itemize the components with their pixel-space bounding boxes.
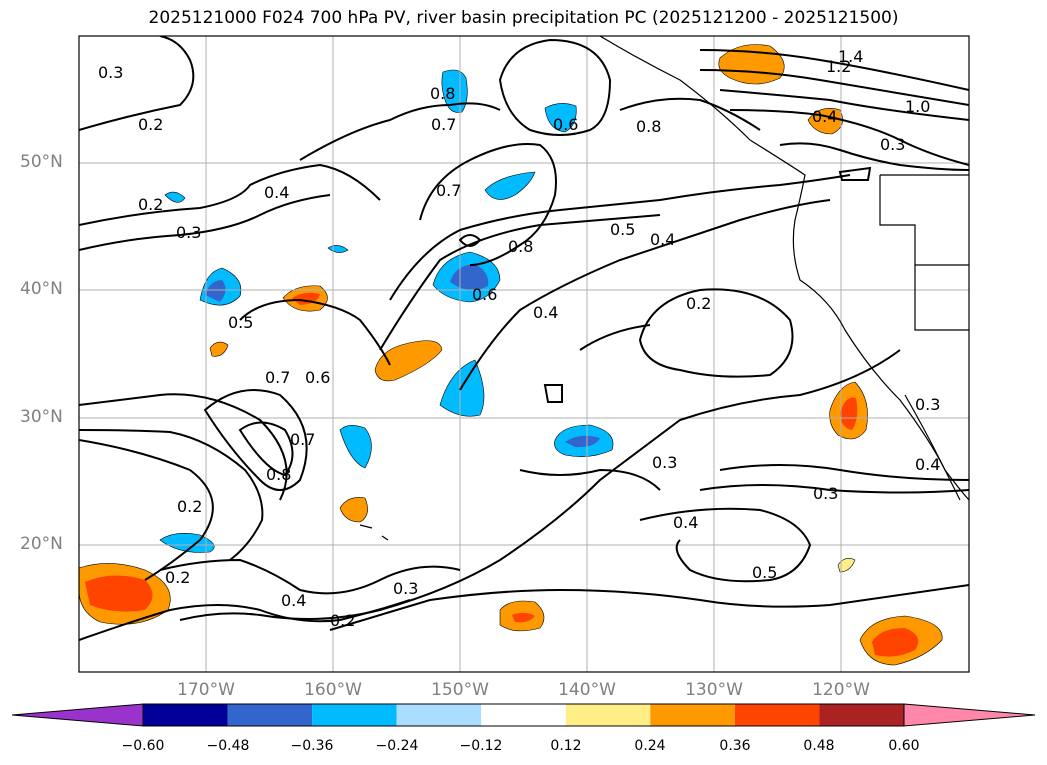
map-plot-area: 0.3 0.2 0.2 0.3 0.4 0.5 0.7 0.6 0.7 0.8 … bbox=[79, 36, 969, 672]
colorbar-tick-label: 0.48 bbox=[803, 738, 835, 754]
contour-label: 0.2 bbox=[177, 497, 202, 516]
precip-blob-strong bbox=[85, 575, 153, 612]
precip-blob-strong bbox=[512, 612, 535, 623]
precip-blob-negative bbox=[441, 69, 468, 113]
map-title: 2025121000 F024 700 hPa PV, river basin … bbox=[148, 8, 899, 28]
colorbar-segment bbox=[396, 704, 482, 726]
contour-label: 0.4 bbox=[533, 303, 558, 322]
pv-contours bbox=[79, 36, 969, 641]
contour-label: 0.8 bbox=[430, 84, 455, 103]
lon-label: 170°W bbox=[177, 680, 235, 700]
precip-blob-strong bbox=[872, 628, 919, 657]
colorbar-segment bbox=[819, 704, 904, 726]
lat-label: 50°N bbox=[20, 152, 63, 172]
colorbar-extend-min bbox=[11, 703, 144, 727]
contour-label: 0.8 bbox=[508, 237, 533, 256]
contour-label: 0.7 bbox=[265, 368, 290, 387]
lon-label: 140°W bbox=[558, 680, 616, 700]
lat-label: 30°N bbox=[20, 407, 63, 427]
contour-label: 0.7 bbox=[436, 181, 461, 200]
contour-label: 0.7 bbox=[431, 115, 456, 134]
colorbar-segment bbox=[481, 704, 566, 726]
colorbar-outline bbox=[142, 703, 905, 727]
precip-blobs bbox=[79, 44, 943, 666]
precip-blob-negative bbox=[327, 245, 349, 253]
lon-label: 130°W bbox=[685, 680, 743, 700]
contour-label: 0.5 bbox=[228, 313, 253, 332]
colorbar-tick-label: 0.24 bbox=[634, 738, 666, 754]
lon-label: 160°W bbox=[304, 680, 362, 700]
contour-label: 0.4 bbox=[812, 107, 837, 126]
colorbar-tick-label: 0.12 bbox=[550, 738, 582, 754]
lon-label: 120°W bbox=[812, 680, 870, 700]
colorbar-segment bbox=[312, 704, 397, 726]
contour-label: 0.2 bbox=[138, 115, 163, 134]
contour-label: 1.2 bbox=[826, 57, 851, 76]
colorbar-tick-label: −0.60 bbox=[121, 738, 165, 754]
contour-label: 0.3 bbox=[176, 223, 201, 242]
contour-label: 0.8 bbox=[636, 117, 661, 136]
colorbar-segment bbox=[650, 704, 735, 726]
contour-label: 0.3 bbox=[915, 395, 940, 414]
precip-blob-positive bbox=[209, 341, 229, 357]
colorbar-segment bbox=[143, 704, 228, 726]
colorbar-segment bbox=[565, 704, 651, 726]
contour-label: 0.3 bbox=[393, 579, 418, 598]
contour-label: 1.0 bbox=[905, 97, 930, 116]
precip-blob-negative bbox=[484, 171, 536, 200]
colorbar-tick-label: 0.36 bbox=[719, 738, 751, 754]
precip-blob-strong bbox=[840, 397, 858, 430]
precip-blob-positive bbox=[837, 558, 856, 573]
contour-label: 0.4 bbox=[673, 513, 698, 532]
contour-label: 0.4 bbox=[915, 455, 940, 474]
contour-label: 0.5 bbox=[752, 563, 777, 582]
contour-label: 0.3 bbox=[880, 135, 905, 154]
contour-label: 0.3 bbox=[652, 453, 677, 472]
colorbar-tick-label: −0.36 bbox=[290, 738, 334, 754]
contour-label: 0.2 bbox=[165, 568, 190, 587]
colorbar-segment bbox=[227, 704, 313, 726]
contour-label: 0.7 bbox=[290, 430, 315, 449]
colorbar bbox=[11, 703, 1036, 727]
colorbar-extend-max bbox=[903, 703, 1036, 727]
contour-label: 0.5 bbox=[610, 220, 635, 239]
precip-blob-positive bbox=[339, 497, 368, 523]
colorbar-segment bbox=[734, 704, 820, 726]
lat-label: 40°N bbox=[20, 279, 63, 299]
precip-blob-negative bbox=[164, 191, 186, 203]
colorbar-tick-label: 0.60 bbox=[888, 738, 920, 754]
contour-label: 0.6 bbox=[553, 115, 578, 134]
contour-label: 0.4 bbox=[264, 183, 289, 202]
precip-blob-deep bbox=[205, 280, 226, 302]
precip-blob-negative bbox=[544, 103, 577, 133]
map-frame bbox=[78, 35, 970, 673]
contour-labels: 0.3 0.2 0.2 0.3 0.4 0.5 0.7 0.6 0.7 0.8 … bbox=[98, 47, 940, 630]
colorbar-tick-label: −0.48 bbox=[206, 738, 250, 754]
precip-blob-deep bbox=[565, 435, 600, 448]
contour-label: 0.2 bbox=[138, 195, 163, 214]
contour-label: 0.2 bbox=[686, 294, 711, 313]
gridlines bbox=[79, 36, 969, 672]
contour-label: 0.4 bbox=[281, 591, 306, 610]
contour-label: 0.3 bbox=[813, 484, 838, 503]
contour-label: 0.6 bbox=[472, 285, 497, 304]
contour-label: 0.2 bbox=[330, 611, 355, 630]
lat-label: 20°N bbox=[20, 534, 63, 554]
contour-label: 1.4 bbox=[838, 47, 863, 66]
contour-label: 0.4 bbox=[650, 230, 675, 249]
contour-label: 0.8 bbox=[266, 465, 291, 484]
contour-label: 0.3 bbox=[98, 63, 123, 82]
colorbar-tick-label: −0.24 bbox=[375, 738, 419, 754]
lon-label: 150°W bbox=[431, 680, 489, 700]
precip-blob-negative bbox=[339, 425, 372, 469]
colorbar-tick-label: −0.12 bbox=[459, 738, 503, 754]
contour-label: 0.6 bbox=[305, 368, 330, 387]
precip-blob-positive bbox=[374, 340, 443, 382]
